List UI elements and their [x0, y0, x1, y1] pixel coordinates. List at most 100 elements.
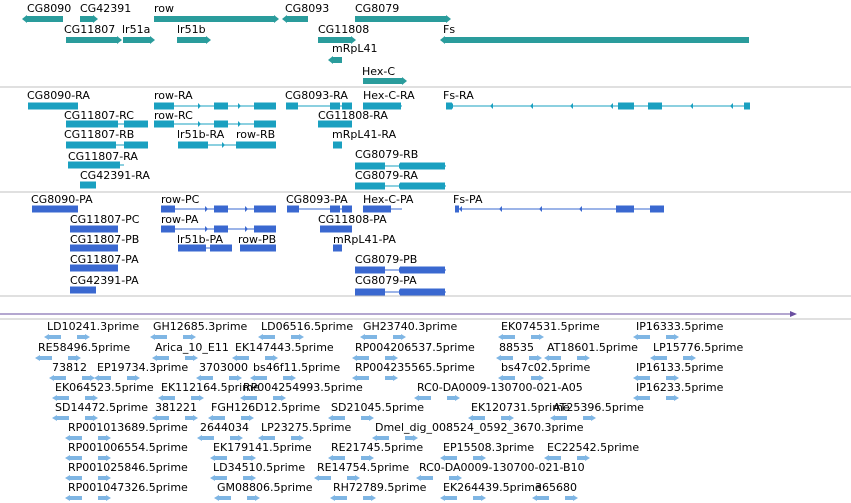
protein-cg8093-pa-exon[interactable]	[330, 205, 340, 213]
est-feature-ek064523-5prime-end[interactable]	[85, 395, 98, 401]
est-feature-ek179141-5prime-start[interactable]	[210, 455, 227, 461]
gene-hex-c[interactable]	[363, 77, 407, 85]
gene-mrpl41[interactable]	[328, 56, 342, 64]
est-feature-ip16133-5prime-start[interactable]	[633, 375, 650, 381]
est-feature-rp004235565-5prime-end[interactable]	[385, 375, 398, 381]
protein-cg11807-pa-exon[interactable]	[70, 264, 118, 272]
est-feature-ip16333-5prime-start[interactable]	[633, 334, 650, 340]
protein-row-pb-exon[interactable]	[240, 244, 276, 252]
est-feature-re58496-5prime-start[interactable]	[35, 355, 52, 361]
gene-lr51b[interactable]	[177, 36, 211, 44]
protein-cg42391-pa-exon[interactable]	[70, 286, 96, 294]
transcript-lr51b-ra-exon[interactable]	[236, 141, 276, 149]
est-feature-lp23275-5prime-start[interactable]	[258, 435, 275, 441]
gene-cg8093[interactable]	[282, 15, 308, 23]
est-feature-ek074531-5prime-end[interactable]	[531, 334, 544, 340]
est-feature-rp001013689-5prime-start[interactable]	[65, 435, 82, 441]
transcript-cg8079-ra-exon[interactable]	[400, 182, 445, 190]
protein-row-pa-exon[interactable]	[254, 225, 276, 233]
transcript-cg8079-rb-exon[interactable]	[400, 162, 445, 170]
est-feature-rc0-da0009-130700-021-b10-end[interactable]	[449, 475, 462, 481]
est-feature-ld34510-5prime-end[interactable]	[243, 475, 256, 481]
protein-cg8079-pb-exon[interactable]	[400, 266, 445, 274]
protein-lr51b-pa-exon[interactable]	[210, 244, 232, 252]
transcript-cg11807-rc-exon[interactable]	[66, 120, 118, 128]
est-feature-re14754-5prime-start[interactable]	[314, 475, 331, 481]
est-feature-ip16333-5prime-end[interactable]	[666, 334, 679, 340]
est-feature-bs46f11-5prime-start[interactable]	[250, 375, 267, 381]
protein-row-pa-exon[interactable]	[214, 225, 228, 233]
transcript-fs-ra-exon[interactable]	[618, 102, 634, 110]
est-feature-ek064523-5prime-start[interactable]	[52, 395, 69, 401]
protein-fs-pa-exon[interactable]	[455, 205, 459, 213]
est-feature-2644034-end[interactable]	[230, 435, 243, 441]
est-feature-rh72789-5prime-end[interactable]	[363, 495, 376, 501]
protein-cg8093-pa-exon[interactable]	[342, 205, 352, 213]
est-feature-rp001006554-5prime-end[interactable]	[98, 455, 111, 461]
transcript-fs-ra-exon[interactable]	[648, 102, 662, 110]
est-feature-381221-end[interactable]	[185, 415, 198, 421]
gene-row[interactable]	[154, 15, 279, 23]
protein-fs-pa-exon[interactable]	[616, 205, 634, 213]
est-feature-ep19734-3prime-end[interactable]	[127, 375, 140, 381]
est-feature-gm08806-5prime-start[interactable]	[214, 495, 231, 501]
est-feature-ip16133-5prime-end[interactable]	[666, 375, 679, 381]
est-feature-lp15776-5prime-end[interactable]	[683, 355, 696, 361]
est-feature-gh23740-3prime-start[interactable]	[360, 334, 377, 340]
protein-cg8079-pa-exon[interactable]	[355, 288, 385, 296]
est-feature-2644034-start[interactable]	[197, 435, 214, 441]
est-feature-dmel-dig-008524-0592-3670-3prime-end[interactable]	[405, 435, 418, 441]
transcript-cg11807-rb-exon[interactable]	[124, 141, 148, 149]
protein-cg11807-pc-exon[interactable]	[70, 225, 118, 233]
est-feature-365680-end[interactable]	[565, 495, 578, 501]
est-feature-ec22542-5prime-start[interactable]	[544, 455, 561, 461]
transcript-fs-ra-exon[interactable]	[744, 102, 750, 110]
est-feature-fgh126d12-5prime-end[interactable]	[241, 415, 254, 421]
est-feature-rc0-da0009-130700-021-b10-start[interactable]	[416, 475, 433, 481]
protein-cg11808-pa-exon[interactable]	[320, 225, 352, 233]
gene-lr51a[interactable]	[123, 36, 155, 44]
transcript-hex-c-ra-exon[interactable]	[363, 102, 401, 110]
est-feature-bs47c02-5prime-start[interactable]	[498, 375, 515, 381]
transcript-cg11807-rc-exon[interactable]	[124, 120, 148, 128]
protein-cg11807-pb-exon[interactable]	[70, 244, 118, 252]
est-feature-ld10241-3prime-end[interactable]	[77, 334, 90, 340]
transcript-lr51b-ra-exon[interactable]	[178, 141, 208, 149]
est-feature-rp001006554-5prime-start[interactable]	[65, 455, 82, 461]
est-feature-bs46f11-5prime-end[interactable]	[283, 375, 296, 381]
est-feature-88535-end[interactable]	[529, 355, 542, 361]
est-feature-ld06516-5prime-start[interactable]	[258, 334, 275, 340]
transcript-cg11808-ra-exon[interactable]	[318, 120, 352, 128]
gene-fs[interactable]	[440, 36, 749, 44]
est-feature-ld34510-5prime-start[interactable]	[210, 475, 227, 481]
est-feature-gh23740-3prime-end[interactable]	[393, 334, 406, 340]
est-feature-ep15508-3prime-start[interactable]	[440, 455, 457, 461]
est-feature-rp001013689-5prime-end[interactable]	[98, 435, 111, 441]
protein-cg8090-pa-exon[interactable]	[32, 205, 78, 213]
protein-fs-pa-exon[interactable]	[650, 205, 664, 213]
est-feature-gm08806-5prime-end[interactable]	[247, 495, 260, 501]
est-feature-at18601-5prime-end[interactable]	[577, 355, 590, 361]
transcript-row-ra-exon[interactable]	[254, 102, 276, 110]
est-feature-88535-start[interactable]	[496, 355, 513, 361]
protein-row-pc-exon[interactable]	[214, 205, 228, 213]
est-feature-re14754-5prime-end[interactable]	[347, 475, 360, 481]
transcript-row-rc-exon[interactable]	[154, 120, 174, 128]
protein-cg8079-pa-exon[interactable]	[400, 288, 445, 296]
gene-cg11808[interactable]	[318, 36, 356, 44]
transcript-cg11807-ra-exon[interactable]	[68, 161, 120, 169]
protein-row-pc-exon[interactable]	[254, 205, 276, 213]
transcript-row-ra-exon[interactable]	[154, 102, 174, 110]
transcript-cg8093-ra-exon[interactable]	[342, 102, 352, 110]
est-feature-ld06516-5prime-end[interactable]	[291, 334, 304, 340]
est-feature-sd14472-5prime-end[interactable]	[85, 415, 98, 421]
est-feature-rh72789-5prime-start[interactable]	[330, 495, 347, 501]
transcript-cg11807-rb-exon[interactable]	[66, 141, 116, 149]
est-feature-lp15776-5prime-start[interactable]	[650, 355, 667, 361]
est-feature-3703000-end[interactable]	[229, 375, 242, 381]
est-feature-73812-end[interactable]	[82, 375, 95, 381]
est-feature-ip16233-5prime-start[interactable]	[633, 395, 650, 401]
est-feature-ek120731-5prime-start[interactable]	[468, 415, 485, 421]
est-feature-ld10241-3prime-start[interactable]	[44, 334, 61, 340]
est-feature-73812-start[interactable]	[49, 375, 66, 381]
